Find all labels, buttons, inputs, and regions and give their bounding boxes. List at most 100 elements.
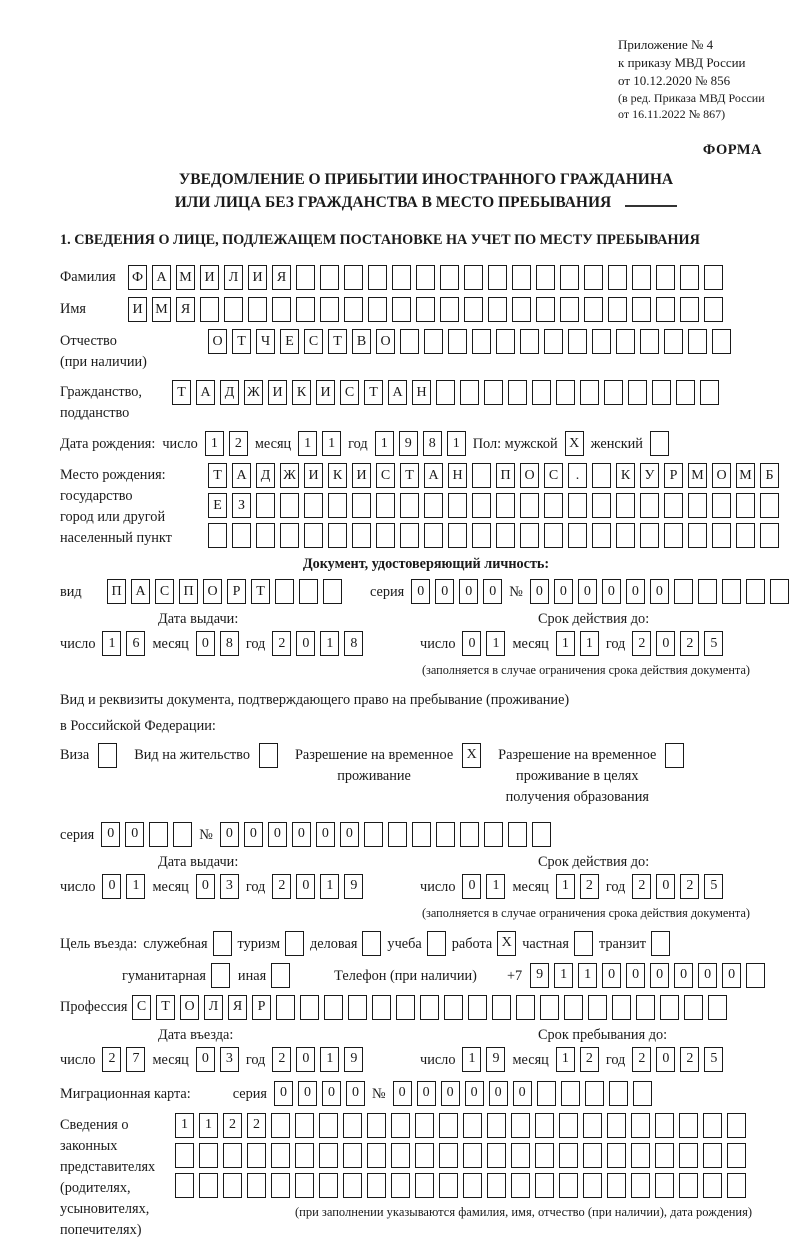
char-cell xyxy=(680,265,699,291)
temp-residence-checkbox: X xyxy=(462,742,482,768)
char-cell: 1 xyxy=(126,873,146,899)
appendix-line-1: Приложение № 4 xyxy=(618,37,714,52)
char-cell xyxy=(426,930,446,956)
purpose-work: работа X xyxy=(452,930,517,956)
char-cell xyxy=(607,1172,626,1198)
char-cell xyxy=(512,297,531,323)
residence-validity-heading: Срок действия до: xyxy=(538,853,650,870)
char-cell xyxy=(568,329,587,355)
stay-month-label: месяц xyxy=(512,1051,549,1068)
form-title-line-2-text: ИЛИ ЛИЦА БЕЗ ГРАЖДАНСТВА В МЕСТО ПРЕБЫВА… xyxy=(174,193,612,211)
char-cell: 0 xyxy=(322,1080,341,1106)
char-cell: К xyxy=(616,463,635,489)
purpose-transit-label: транзит xyxy=(598,935,647,952)
char-cell xyxy=(673,579,693,605)
char-cell xyxy=(736,493,755,519)
char-cell: С xyxy=(132,994,151,1020)
doc-kind-label: вид xyxy=(60,584,82,601)
purpose-other-label: иная xyxy=(237,967,267,984)
residence-permit-checkbox xyxy=(258,742,278,768)
char-cell xyxy=(400,493,419,519)
char-cell xyxy=(448,329,467,355)
char-cell xyxy=(564,994,583,1020)
purpose-humanitarian-label: гуманитарная xyxy=(122,967,206,984)
char-cell: 0 xyxy=(125,821,145,847)
residence-series-label: серия xyxy=(60,826,95,843)
validity-heading: Срок действия до: xyxy=(538,611,650,628)
char-cell xyxy=(511,1112,530,1138)
guardians-row-2 xyxy=(175,1142,752,1168)
char-cell xyxy=(535,1172,554,1198)
birth-month-label: месяц xyxy=(254,436,292,453)
stay-until-heading: Срок пребывания до: xyxy=(538,1026,668,1043)
char-cell: 0 xyxy=(102,873,122,899)
char-cell xyxy=(584,1080,604,1106)
char-cell xyxy=(459,821,479,847)
char-cell: Ф xyxy=(128,265,147,291)
char-cell xyxy=(664,329,683,355)
char-cell xyxy=(296,265,315,291)
sex-male-checkbox: X xyxy=(564,431,584,457)
amendment-line-1: (в ред. Приказа МВД России xyxy=(618,90,765,105)
char-cell: З xyxy=(232,493,251,519)
char-cell: Т xyxy=(251,579,270,605)
char-cell xyxy=(608,297,627,323)
option-visa: Виза xyxy=(60,742,118,768)
char-cell xyxy=(721,579,741,605)
char-cell xyxy=(511,1172,530,1198)
char-cell: 0 xyxy=(512,1080,532,1106)
char-cell xyxy=(232,523,251,549)
char-cell: 0 xyxy=(291,821,311,847)
char-cell xyxy=(640,329,659,355)
guardians-block: Сведения о законных представителях (роди… xyxy=(60,1112,792,1241)
char-cell: 0 xyxy=(243,821,263,847)
form-title-line-1: УВЕДОМЛЕНИЕ О ПРИБЫТИИ ИНОСТРАННОГО ГРАЖ… xyxy=(178,171,674,189)
char-cell xyxy=(436,380,455,406)
char-cell: Е xyxy=(208,493,227,519)
char-cell: 0 xyxy=(274,1080,293,1106)
char-cell xyxy=(769,579,789,605)
char-cell: 1 xyxy=(199,1112,218,1138)
char-cell xyxy=(560,1080,580,1106)
char-cell xyxy=(616,523,635,549)
char-cell xyxy=(352,523,371,549)
char-cell: 0 xyxy=(339,821,359,847)
char-cell xyxy=(704,297,723,323)
char-cell xyxy=(344,265,363,291)
char-cell xyxy=(697,579,717,605)
purpose-study-label: учеба xyxy=(387,935,422,952)
appendix-header: Приложение № 4 к приказу МВД России от 1… xyxy=(618,36,800,122)
char-cell: С xyxy=(544,463,563,489)
char-cell xyxy=(464,297,483,323)
char-cell xyxy=(712,329,731,355)
char-cell xyxy=(488,265,507,291)
char-cell: 0 xyxy=(553,579,573,605)
char-cell: И xyxy=(128,297,147,323)
char-cell xyxy=(416,265,435,291)
char-cell: Т xyxy=(172,380,191,406)
char-cell: Ж xyxy=(280,463,299,489)
char-cell xyxy=(483,821,503,847)
doc-number-label: № xyxy=(509,584,523,601)
char-cell xyxy=(679,1142,698,1168)
char-cell: К xyxy=(292,380,311,406)
purpose-private-checkbox xyxy=(573,930,593,956)
profession-label: Профессия xyxy=(60,998,128,1015)
char-cell xyxy=(628,380,647,406)
char-cell xyxy=(640,493,659,519)
purpose-business-label: деловая xyxy=(310,935,358,952)
char-cell xyxy=(608,1080,628,1106)
char-cell: 1 xyxy=(320,631,340,657)
char-cell: Л xyxy=(204,994,223,1020)
char-cell: 0 xyxy=(195,1046,215,1072)
char-cell xyxy=(328,493,347,519)
